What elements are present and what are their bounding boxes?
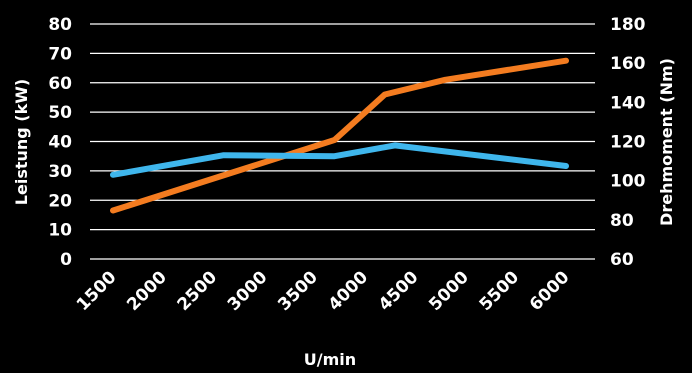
x-tick-label: 5500 <box>476 267 524 315</box>
y-right-tick-label: 140 <box>610 93 646 113</box>
y-axis-left-label: Leistung (kW) <box>12 79 31 205</box>
x-tick-label: 2500 <box>174 267 222 315</box>
x-tick-label: 4000 <box>325 267 373 315</box>
y-right-tick-label: 60 <box>610 250 634 270</box>
x-tick-label: 4500 <box>375 267 423 315</box>
y-right-tick-label: 120 <box>610 133 646 153</box>
x-tick-label: 6000 <box>526 267 574 315</box>
right-axis-ticks: 60 80 100 120 140 160 180 <box>610 15 646 270</box>
x-tick-label: 5000 <box>425 267 473 315</box>
y-left-tick-label: 70 <box>48 44 72 64</box>
x-tick-label: 3500 <box>274 267 322 315</box>
power-line <box>110 57 569 214</box>
y-right-tick-label: 80 <box>610 211 634 231</box>
y-left-tick-label: 30 <box>48 162 72 182</box>
y-right-tick-label: 100 <box>610 172 646 192</box>
y-left-tick-label: 0 <box>60 250 72 270</box>
y-left-tick-label: 10 <box>48 221 72 241</box>
x-tick-label: 2000 <box>123 267 171 315</box>
torque-line <box>110 142 569 178</box>
x-tick-label: 3000 <box>224 267 272 315</box>
series-lines <box>110 57 569 214</box>
gridlines <box>90 23 595 260</box>
y-left-tick-label: 80 <box>48 15 72 35</box>
y-left-tick-label: 60 <box>48 74 72 94</box>
y-left-tick-label: 40 <box>48 133 72 153</box>
left-axis-ticks: 0 10 20 30 40 50 60 70 80 <box>48 15 72 270</box>
y-left-tick-label: 50 <box>48 103 72 123</box>
y-right-tick-label: 180 <box>610 15 646 35</box>
y-left-tick-label: 20 <box>48 191 72 211</box>
y-axis-right-label: Drehmoment (Nm) <box>657 58 676 226</box>
y-right-tick-label: 160 <box>610 54 646 74</box>
x-axis-ticks: 1500 2000 2500 3000 3500 4000 4500 5000 5500 6000 <box>73 267 574 315</box>
x-tick-label: 1500 <box>73 267 121 315</box>
x-axis-label: U/min <box>304 350 356 369</box>
